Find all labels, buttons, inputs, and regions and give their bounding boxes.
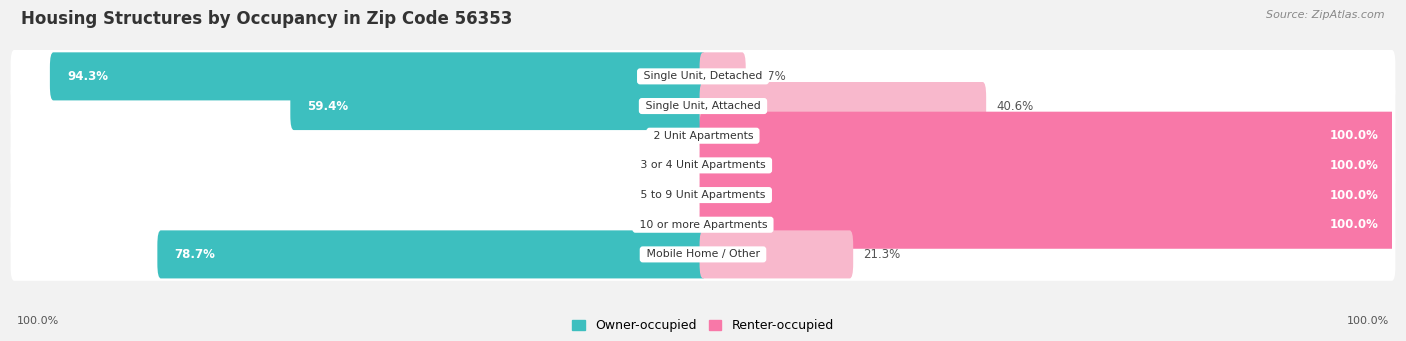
Text: 5 to 9 Unit Apartments: 5 to 9 Unit Apartments xyxy=(637,190,769,200)
Text: 100.0%: 100.0% xyxy=(1329,129,1378,142)
FancyBboxPatch shape xyxy=(700,231,853,279)
Text: 21.3%: 21.3% xyxy=(863,248,901,261)
FancyBboxPatch shape xyxy=(700,112,1395,160)
FancyBboxPatch shape xyxy=(700,82,986,130)
Text: 5.7%: 5.7% xyxy=(756,70,786,83)
FancyBboxPatch shape xyxy=(700,201,1395,249)
Text: Housing Structures by Occupancy in Zip Code 56353: Housing Structures by Occupancy in Zip C… xyxy=(21,10,512,28)
Text: 0.0%: 0.0% xyxy=(659,129,689,142)
FancyBboxPatch shape xyxy=(11,50,1395,103)
Text: Mobile Home / Other: Mobile Home / Other xyxy=(643,249,763,260)
Text: 78.7%: 78.7% xyxy=(174,248,215,261)
Text: Source: ZipAtlas.com: Source: ZipAtlas.com xyxy=(1267,10,1385,20)
FancyBboxPatch shape xyxy=(11,169,1395,221)
Text: 0.0%: 0.0% xyxy=(659,189,689,202)
FancyBboxPatch shape xyxy=(700,52,745,100)
FancyBboxPatch shape xyxy=(49,52,706,100)
FancyBboxPatch shape xyxy=(11,139,1395,192)
Text: 0.0%: 0.0% xyxy=(659,218,689,231)
Text: Single Unit, Attached: Single Unit, Attached xyxy=(643,101,763,111)
Text: 100.0%: 100.0% xyxy=(17,315,59,326)
Text: 2 Unit Apartments: 2 Unit Apartments xyxy=(650,131,756,141)
FancyBboxPatch shape xyxy=(700,142,1395,189)
FancyBboxPatch shape xyxy=(11,109,1395,162)
Text: 100.0%: 100.0% xyxy=(1329,189,1378,202)
Text: 0.0%: 0.0% xyxy=(659,159,689,172)
FancyBboxPatch shape xyxy=(157,231,706,279)
Text: 100.0%: 100.0% xyxy=(1347,315,1389,326)
FancyBboxPatch shape xyxy=(11,80,1395,132)
Text: 3 or 4 Unit Apartments: 3 or 4 Unit Apartments xyxy=(637,160,769,170)
Text: Single Unit, Detached: Single Unit, Detached xyxy=(640,71,766,81)
Text: 40.6%: 40.6% xyxy=(997,100,1033,113)
FancyBboxPatch shape xyxy=(700,171,1395,219)
Text: 10 or more Apartments: 10 or more Apartments xyxy=(636,220,770,230)
Text: 100.0%: 100.0% xyxy=(1329,159,1378,172)
FancyBboxPatch shape xyxy=(11,228,1395,281)
Text: 59.4%: 59.4% xyxy=(308,100,349,113)
Text: 94.3%: 94.3% xyxy=(67,70,108,83)
Legend: Owner-occupied, Renter-occupied: Owner-occupied, Renter-occupied xyxy=(568,314,838,337)
FancyBboxPatch shape xyxy=(290,82,706,130)
FancyBboxPatch shape xyxy=(11,198,1395,251)
Text: 100.0%: 100.0% xyxy=(1329,218,1378,231)
